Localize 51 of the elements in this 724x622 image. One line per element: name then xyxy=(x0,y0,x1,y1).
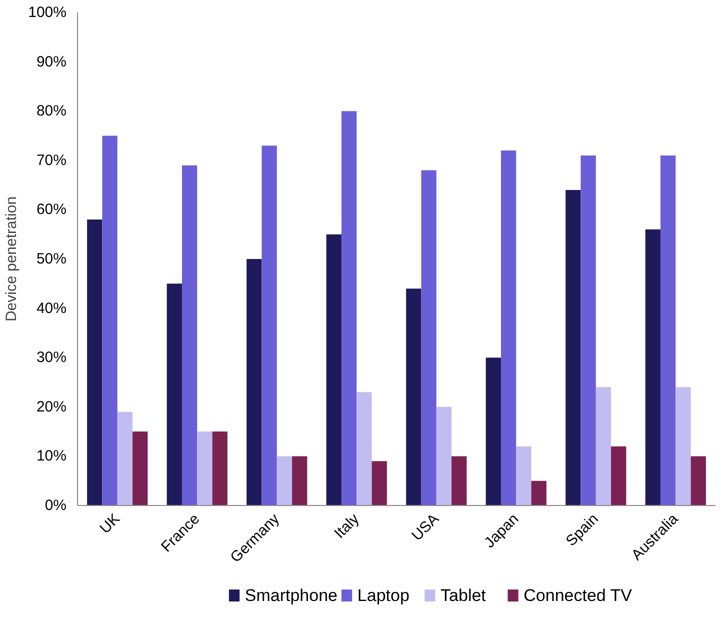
bar xyxy=(421,170,436,506)
bar xyxy=(132,432,148,506)
y-tick-label: 30% xyxy=(36,349,67,366)
bar xyxy=(292,456,308,506)
bar xyxy=(531,480,546,506)
bar xyxy=(611,446,626,506)
bar xyxy=(580,155,596,506)
bar xyxy=(452,456,467,506)
bar xyxy=(660,155,676,506)
bar xyxy=(486,358,501,506)
y-tick-label: 50% xyxy=(36,250,67,268)
bar xyxy=(87,220,102,506)
bar xyxy=(197,432,212,506)
y-tick-label: 100% xyxy=(28,4,67,21)
bar xyxy=(117,412,133,506)
bar xyxy=(566,190,581,506)
bar xyxy=(276,456,292,506)
bar xyxy=(690,456,706,506)
y-tick-label: 0% xyxy=(44,497,67,514)
bar xyxy=(645,229,660,506)
bar xyxy=(676,387,691,506)
bar xyxy=(326,234,342,506)
bar xyxy=(436,406,452,506)
bar xyxy=(406,288,422,506)
bar xyxy=(102,136,118,506)
bar xyxy=(246,259,262,506)
y-tick-label: 80% xyxy=(36,102,67,120)
bar xyxy=(356,392,372,506)
x-tick-label: Italy xyxy=(331,510,363,542)
bar xyxy=(212,432,228,506)
bar xyxy=(516,446,532,506)
legend-label: Laptop xyxy=(357,586,410,605)
legend-label: Tablet xyxy=(440,586,486,605)
bar xyxy=(182,165,198,506)
bar xyxy=(262,146,277,506)
y-tick-label: 10% xyxy=(36,448,67,465)
bar xyxy=(500,150,516,506)
y-tick-label: 60% xyxy=(36,201,67,218)
legend-label: Smartphone xyxy=(244,586,338,605)
x-tick-label: UK xyxy=(96,510,124,538)
bar xyxy=(341,111,357,506)
y-tick-label: 70% xyxy=(36,152,67,169)
bar xyxy=(596,387,612,506)
y-axis-title: Device penetration xyxy=(3,196,20,322)
bar xyxy=(372,461,387,506)
y-tick-label: 40% xyxy=(36,300,67,317)
y-tick-label: 90% xyxy=(36,53,67,70)
y-tick-label: 20% xyxy=(36,398,67,416)
bar xyxy=(166,284,182,506)
legend-label: Connected TV xyxy=(524,586,633,605)
x-tick-label: USA xyxy=(408,510,442,544)
